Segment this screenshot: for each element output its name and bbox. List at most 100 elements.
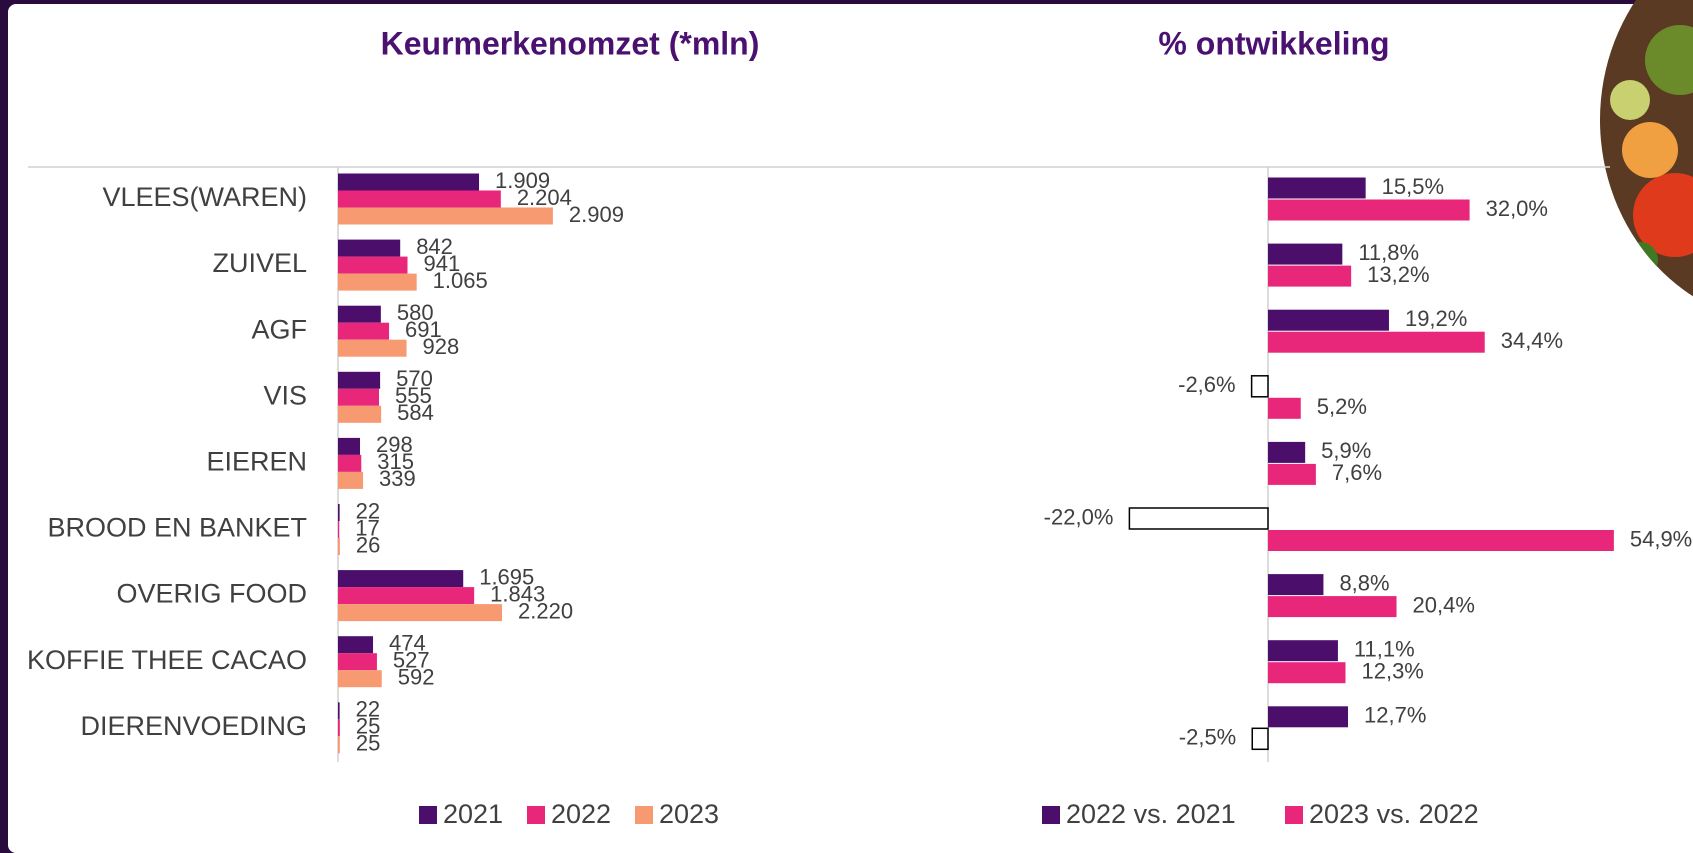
value-label: 928 [423,334,460,359]
category-label: KOFFIE THEE CACAO [27,645,307,675]
legend-label: 2023 [659,799,719,829]
chart-title: Keurmerkenomzet (*mln) [381,25,760,61]
bar [1268,662,1346,684]
bar [338,273,417,291]
bar [338,521,340,538]
bar [1268,463,1316,485]
value-label: 474 [389,631,426,656]
chart-title: % ontwikkeling [1158,25,1389,61]
value-label: 5,2% [1317,394,1367,419]
bar [1268,265,1352,287]
legend-label: 2021 [443,799,503,829]
bar [338,604,503,622]
value-label: 11,8% [1358,240,1419,265]
value-label: 11,1% [1354,637,1415,662]
legend-label: 2022 [551,799,611,829]
bar [1268,331,1485,353]
bar [1128,507,1269,530]
bar [338,405,382,423]
value-label: 15,5% [1382,174,1444,199]
bar [338,437,361,455]
bar [338,371,381,389]
value-label: 32,0% [1486,196,1548,221]
value-label: 1.695 [479,564,534,589]
value-label: 7,6% [1332,460,1382,485]
value-label: 941 [424,251,461,276]
bar [338,322,390,340]
value-label: 8,8% [1339,570,1389,595]
value-label: 2.204 [517,185,572,210]
value-label: 592 [398,665,435,690]
legend-label: 2023 vs. 2022 [1309,799,1479,829]
bar [1268,441,1306,463]
category-label: BROOD EN BANKET [47,513,307,543]
value-label: -22,0% [1044,504,1114,529]
category-label: EIEREN [206,447,307,477]
legend-swatch [1285,806,1303,824]
legend-swatch [635,806,653,824]
value-label: 54,9% [1630,526,1692,551]
bar [338,305,381,323]
value-label: 25 [356,714,380,739]
category-label: AGF [251,314,307,344]
bar [338,256,408,274]
category-label: VLEES(WAREN) [102,182,307,212]
bar [338,636,374,654]
value-label: 22 [356,697,380,722]
value-label: 339 [379,466,416,491]
bar [338,207,553,225]
value-label: 12,3% [1361,659,1423,684]
bar [1268,530,1614,551]
value-label: 1.065 [433,268,488,293]
bar [1268,243,1343,265]
category-label: OVERIG FOOD [116,579,307,609]
bar [338,471,364,489]
value-label: 315 [377,449,414,474]
bar [338,339,407,357]
legend-swatch [419,806,437,824]
value-label: 20,4% [1413,592,1475,617]
legend-swatch [1042,806,1060,824]
value-label: 17 [355,515,379,540]
value-label: 22 [356,498,380,523]
value-label: 691 [405,317,442,342]
bar [338,587,475,605]
value-label: -2,5% [1179,725,1236,750]
bar [1268,177,1366,199]
legend-label: 2022 vs. 2021 [1066,799,1236,829]
value-label: -2,6% [1178,372,1235,397]
value-label: 13,2% [1367,262,1429,287]
value-label: 555 [395,383,432,408]
bar [1250,375,1269,398]
value-label: 580 [397,300,434,325]
bar [1251,727,1269,751]
bar [338,239,401,257]
value-label: 26 [356,532,380,557]
legend-swatch [527,806,545,824]
bar [1268,574,1324,596]
bar [338,388,380,406]
value-label: 584 [397,400,434,425]
value-label: 25 [356,731,380,756]
bar [338,190,501,208]
bar [1268,309,1389,331]
bar [338,173,480,191]
value-label: 842 [416,234,453,259]
value-label: 2.909 [569,202,624,227]
value-label: 527 [393,648,430,673]
bar [338,570,464,588]
value-label: 1.909 [495,168,550,193]
bar [1268,640,1338,662]
bar [338,702,340,720]
bar [338,670,382,688]
value-label: 19,2% [1405,306,1467,331]
value-label: 12,7% [1364,703,1426,728]
bar [338,736,340,754]
bar [338,504,340,521]
category-label: ZUIVEL [212,248,307,278]
value-label: 5,9% [1321,438,1371,463]
bar [338,653,377,671]
category-label: VIS [263,380,307,410]
bar [338,719,340,737]
